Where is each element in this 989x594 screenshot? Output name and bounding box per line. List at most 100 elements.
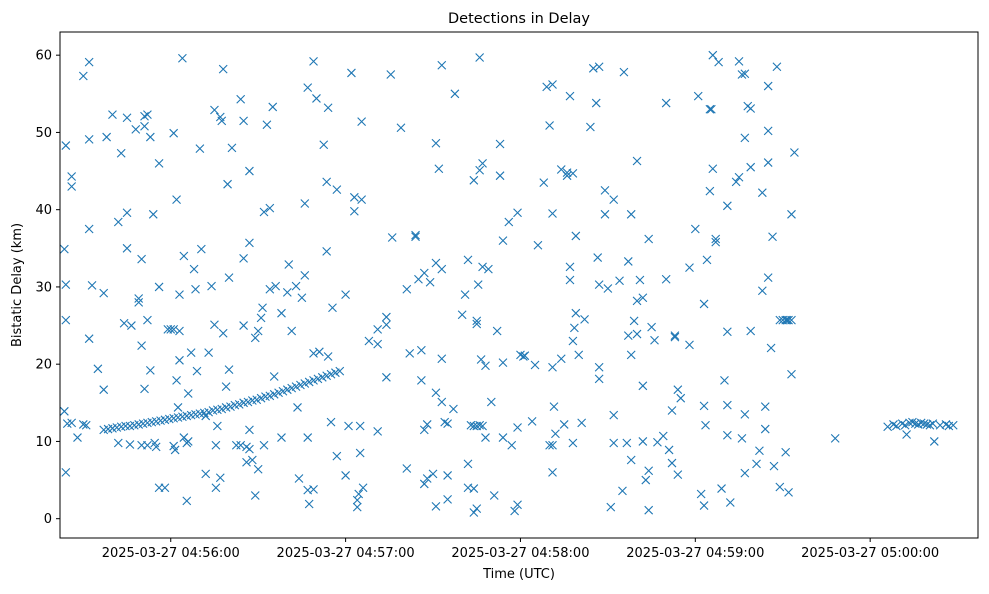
data-point [734,56,744,66]
data-point [478,158,487,168]
data-point [641,475,651,485]
data-point [632,156,642,166]
data-point [676,393,686,403]
data-point [498,433,508,442]
data-point [431,501,441,511]
data-point [948,420,958,430]
data-point [635,275,645,285]
data-point [577,418,587,428]
data-point [929,437,939,446]
data-point [513,208,522,218]
data-point [140,384,149,394]
data-point [239,116,248,126]
data-point [722,400,732,410]
data-point [443,471,452,480]
data-point [594,62,604,72]
data-point [513,500,522,510]
data-point [626,455,636,465]
data-point [673,470,683,480]
data-point [192,366,202,376]
data-point [166,325,176,334]
data-point [722,430,732,440]
data-point [766,343,776,353]
data-point [186,348,196,357]
data-point [355,421,365,431]
data-point [61,467,71,477]
data-point [357,117,367,127]
data-point [548,467,557,477]
data-point [638,437,648,446]
data-point [182,496,192,506]
y-tick-label: 30 [35,280,52,295]
data-point [121,421,130,431]
data-point [731,177,741,187]
data-markers [59,50,958,517]
data-point [569,323,579,333]
chart-title: Detections in Delay [448,11,590,27]
data-point [443,494,452,504]
data-point [685,263,694,273]
data-point [740,410,750,419]
data-point [889,420,898,429]
data-point [204,348,214,357]
data-point [122,113,132,123]
data-point [699,401,709,411]
data-point [760,402,770,412]
data-point [137,341,146,351]
data-point [61,141,71,150]
data-point [332,185,342,194]
data-point [495,171,505,181]
data-point [258,303,267,313]
data-point [763,273,773,283]
data-point [173,403,183,412]
data-point [127,321,136,330]
data-point [594,362,604,372]
data-point [210,105,219,115]
data-point [489,491,499,500]
data-point [897,419,907,429]
data-point [210,320,219,330]
data-point [140,121,149,131]
data-point [341,471,350,480]
data-point [422,474,432,483]
data-point [883,422,893,432]
data-point [469,484,479,493]
data-point [658,431,668,441]
data-point [463,459,473,469]
x-tick-label: 2025-03-27 04:57:00 [277,546,415,561]
data-point [207,281,216,291]
data-point [667,406,677,415]
data-point [304,499,314,509]
data-point [297,293,307,303]
data-point [650,335,659,345]
data-point [253,326,263,336]
data-point [925,420,935,430]
data-point [670,331,680,340]
data-point [87,280,97,290]
data-point [116,148,126,158]
data-point [137,254,146,264]
data-point [154,282,164,292]
data-point [787,369,796,379]
data-point [300,199,310,208]
data-point [450,89,460,99]
data-point [486,397,496,407]
data-point [352,502,362,512]
data-point [309,56,318,66]
data-point [284,260,294,269]
data-point [160,483,170,493]
data-point [606,502,616,512]
data-point [475,53,485,62]
data-point [900,420,910,430]
data-point [323,352,333,361]
data-point [775,482,785,492]
data-point [449,404,458,414]
data-point [78,71,88,81]
data-point [386,70,396,79]
data-point [387,233,397,242]
data-point [84,224,94,234]
data-point [562,171,572,181]
data-point [693,91,703,101]
data-point [140,111,149,121]
